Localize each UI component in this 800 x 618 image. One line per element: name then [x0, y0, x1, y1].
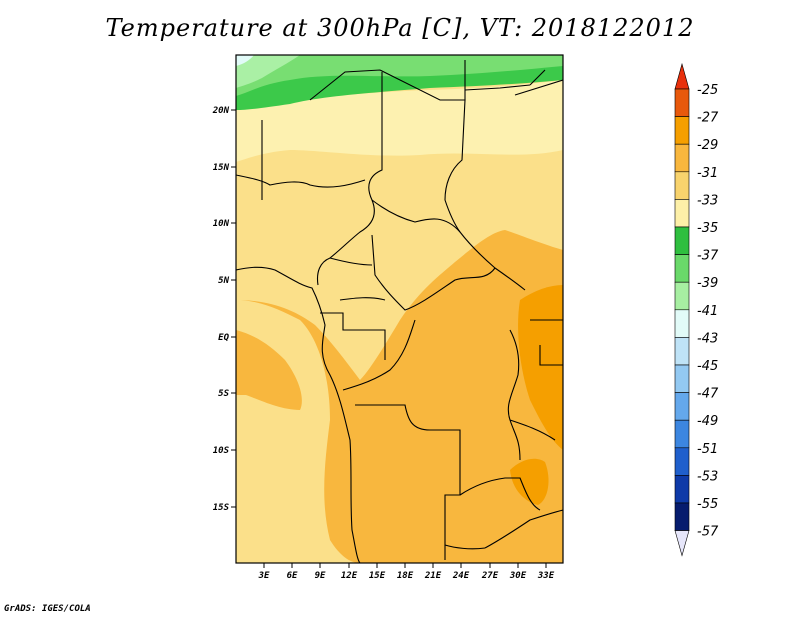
colorbar-label: -31 [697, 166, 718, 181]
colorbar-label: -35 [697, 221, 718, 236]
lon-tick-label: 30E [509, 571, 527, 581]
colorbar-swatch [674, 171, 690, 200]
colorbar-label: -55 [697, 497, 718, 512]
colorbar-swatch [674, 419, 690, 449]
colorbar-swatch [674, 199, 690, 228]
map-frame [235, 54, 564, 564]
colorbar: -25 -27 -29 -31 -33 -35 -37 -39 -41 -43 -45 -47 -49 -… [674, 62, 719, 557]
lat-tick-label: 15N [213, 163, 230, 173]
colorbar-swatch [674, 254, 690, 283]
lon-tick-label: 15E [369, 571, 386, 581]
colorbar-swatch [674, 337, 690, 366]
colorbar-label: -43 [697, 331, 718, 346]
colorbar-label: -33 [697, 193, 718, 208]
lat-tick-label: 10S [213, 446, 230, 456]
colorbar-swatch [674, 364, 690, 393]
colorbar-swatch [674, 226, 690, 255]
lat-tick-label: 5N [218, 276, 229, 286]
colorbar-label: -37 [697, 249, 719, 264]
colorbar-swatch [674, 88, 690, 117]
lon-tick-label: 9E [315, 571, 326, 581]
colorbar-swatch [674, 502, 690, 531]
lat-tick-label: 10N [213, 219, 230, 229]
colorbar-label: -47 [697, 387, 719, 402]
colorbar-swatch [674, 447, 690, 476]
lon-tick-label: 27E [481, 571, 499, 581]
colorbar-bottom-arrow [674, 530, 690, 557]
colorbar-label: -53 [697, 469, 718, 484]
lon-tick-label: 12E [341, 571, 358, 581]
colorbar-swatch [674, 475, 690, 504]
temperature-field [236, 55, 563, 563]
colorbar-label: -45 [697, 359, 718, 374]
map-title: Temperature at 300hPa [C], VT: 201812201… [105, 14, 695, 42]
grads-credit: GrADS: IGES/COLA [4, 604, 91, 614]
lon-tick-label: 18E [397, 571, 414, 581]
colorbar-label: -57 [697, 525, 719, 540]
colorbar-swatch [674, 143, 690, 173]
colorbar-top-arrow [674, 62, 690, 90]
lat-tick-label: 20N [212, 106, 230, 116]
colorbar-swatch [674, 281, 690, 311]
lon-tick-label: 6E [287, 571, 298, 581]
colorbar-label: -51 [697, 442, 718, 457]
lon-tick-label: 24E [452, 571, 470, 581]
colorbar-label: -49 [697, 414, 718, 429]
colorbar-swatch [674, 116, 690, 145]
colorbar-label: -41 [697, 304, 718, 319]
country-boundaries [236, 60, 563, 563]
colorbar-swatch [674, 309, 690, 338]
colorbar-label: -25 [697, 83, 718, 98]
colorbar-label: -27 [697, 111, 719, 126]
lon-tick-label: 33E [537, 571, 555, 581]
lat-tick-label: 15S [213, 503, 230, 513]
latitude-axis: 20N 15N 10N 5N EQ 5S 10S 15S [212, 106, 236, 513]
colorbar-label: -29 [697, 138, 718, 153]
lon-tick-label: 21E [424, 571, 442, 581]
colorbar-label: -39 [697, 276, 718, 291]
longitude-axis: 3E 6E 9E 12E 15E 18E 21E 24E 27E 30E 33E [258, 563, 555, 581]
lon-tick-label: 3E [258, 571, 270, 581]
colorbar-swatch [674, 392, 690, 421]
lat-tick-label: 5S [218, 389, 229, 399]
lat-tick-label: EQ [218, 333, 229, 343]
